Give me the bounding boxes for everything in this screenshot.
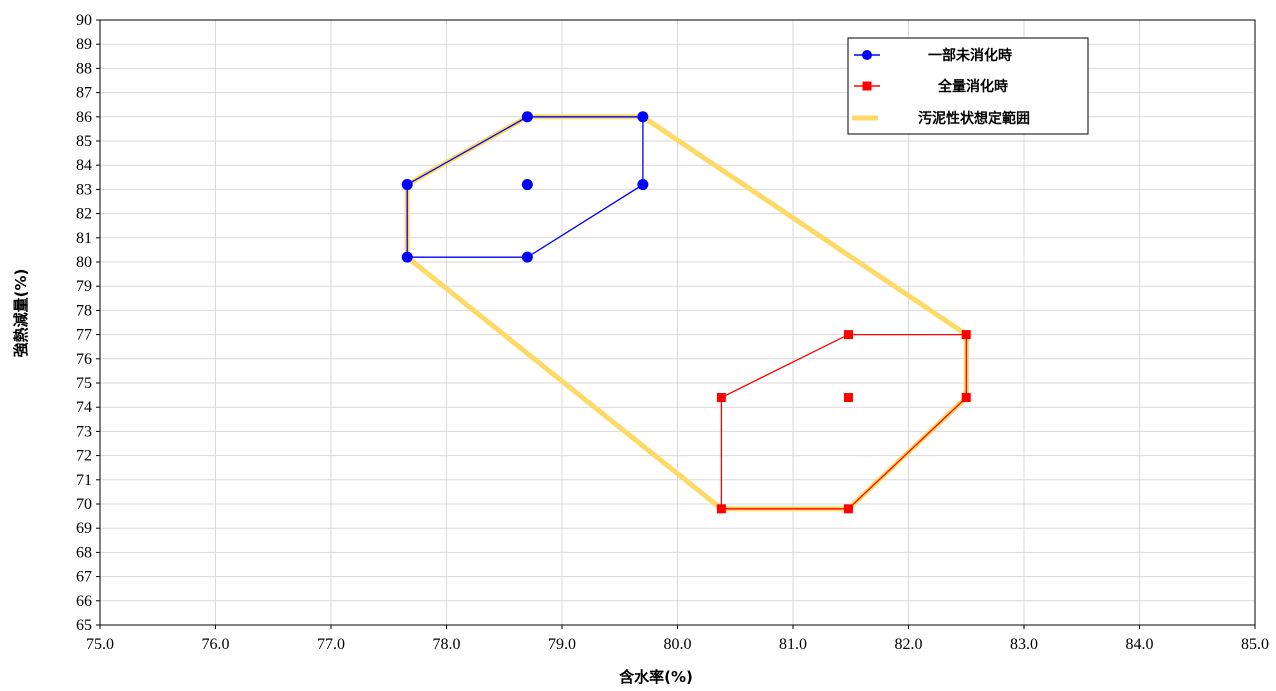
y-tick-label: 65 xyxy=(76,617,92,634)
y-tick-label: 81 xyxy=(76,230,92,247)
y-tick-label: 82 xyxy=(76,206,92,223)
partial-data-point xyxy=(401,179,413,191)
legend-label-full: 全量消化時 xyxy=(937,78,1008,95)
range-outline xyxy=(404,114,969,512)
y-tick-label: 90 xyxy=(76,12,92,29)
legend: 一部未消化時 全量消化時 汚泥性状想定範囲 xyxy=(847,37,1089,135)
y-tick-label: 72 xyxy=(76,448,92,465)
x-tick-label: 78.0 xyxy=(433,636,461,653)
x-tick-label: 79.0 xyxy=(548,636,576,653)
x-tick-label: 83.0 xyxy=(1010,636,1038,653)
y-tick-label: 75 xyxy=(76,375,92,392)
x-tick-label: 77.0 xyxy=(317,636,345,653)
y-tick-label: 84 xyxy=(76,157,92,174)
y-tick-label: 86 xyxy=(76,109,92,126)
series-points xyxy=(401,111,971,514)
full-data-point xyxy=(716,393,726,403)
y-tick-label: 80 xyxy=(76,254,92,271)
full-data-point xyxy=(716,504,726,514)
full-series-line xyxy=(720,333,967,510)
x-tick-label: 81.0 xyxy=(779,636,807,653)
x-tick-label: 76.0 xyxy=(202,636,230,653)
y-tick-label: 77 xyxy=(76,327,92,344)
legend-marker-full xyxy=(862,81,872,91)
y-tick-label: 69 xyxy=(76,520,92,537)
y-tick-label: 70 xyxy=(76,496,92,513)
series-lines xyxy=(406,116,967,510)
x-tick-label: 80.0 xyxy=(664,636,692,653)
x-axis-title: 含水率(%) xyxy=(619,668,693,686)
y-tick-label: 71 xyxy=(76,472,92,489)
full-data-point xyxy=(843,393,853,403)
legend-box xyxy=(847,37,1089,135)
x-tick-label: 84.0 xyxy=(1126,636,1154,653)
y-tick-label: 73 xyxy=(76,423,92,440)
x-tick-label: 75.0 xyxy=(86,636,114,653)
y-tick-label: 83 xyxy=(76,181,92,198)
y-tick-label: 87 xyxy=(76,85,92,102)
full-data-point xyxy=(961,330,971,340)
y-tick-label: 66 xyxy=(76,593,92,610)
legend-marker-partial xyxy=(862,50,872,60)
range-series xyxy=(404,114,969,512)
y-tick-label: 74 xyxy=(76,399,92,416)
x-tick-label: 85.0 xyxy=(1241,636,1269,653)
partial-data-point xyxy=(401,251,413,263)
full-data-point xyxy=(843,330,853,340)
y-tick-label: 88 xyxy=(76,60,92,77)
y-axis-ticks: 65 66 67 68 69 70 71 72 73 74 75 76 77 78 79 80 81 82 83 84… xyxy=(76,12,100,634)
y-tick-label: 79 xyxy=(76,278,92,295)
legend-label-range: 汚泥性状想定範囲 xyxy=(918,110,1030,127)
full-data-point xyxy=(961,393,971,403)
x-axis-ticks: 75.0 76.0 77.0 78.0 79.0 80.0 81.0 82.0 83.0 84.0… xyxy=(86,625,1269,653)
partial-data-point xyxy=(637,111,649,123)
y-tick-label: 68 xyxy=(76,544,92,561)
partial-data-point xyxy=(521,111,533,123)
partial-data-point xyxy=(637,179,649,191)
y-tick-label: 85 xyxy=(76,133,92,150)
y-tick-label: 76 xyxy=(76,351,92,368)
full-data-point xyxy=(843,504,853,514)
x-tick-label: 82.0 xyxy=(895,636,923,653)
legend-label-partial: 一部未消化時 xyxy=(928,47,1012,64)
partial-data-point xyxy=(521,251,533,263)
y-axis-title: 強熱減量(%) xyxy=(12,269,30,358)
y-tick-label: 78 xyxy=(76,302,92,319)
y-tick-label: 89 xyxy=(76,36,92,53)
partial-data-point xyxy=(521,179,533,191)
y-tick-label: 67 xyxy=(76,569,92,586)
